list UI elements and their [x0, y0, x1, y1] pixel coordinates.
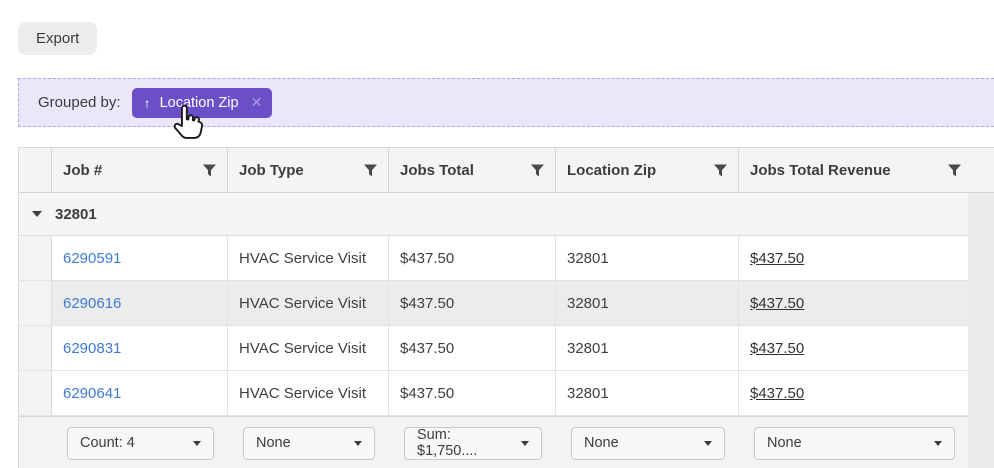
filter-icon[interactable]: [364, 164, 377, 177]
cell-jobs-total-revenue: $437.50: [739, 281, 969, 325]
revenue-link[interactable]: $437.50: [750, 384, 805, 402]
group-chip-label: Location Zip: [159, 94, 239, 111]
grid-header-row: Job # Job Type Jobs Total Location Zip J…: [19, 148, 994, 193]
table-row: 6290591 HVAC Service Visit $437.50 32801…: [19, 236, 969, 281]
vertical-scrollbar-track[interactable]: [968, 193, 994, 468]
row-indent-cell: [19, 326, 52, 370]
aggregate-value: None: [767, 435, 802, 451]
column-header-jobs-total-revenue[interactable]: Jobs Total Revenue: [739, 148, 994, 192]
column-header-job-number[interactable]: Job #: [52, 148, 228, 192]
filter-icon[interactable]: [948, 164, 961, 177]
footer-aggregate-cell: None: [739, 426, 969, 460]
cell-job-type: HVAC Service Visit: [228, 371, 389, 415]
group-by-bar: Grouped by: ↑ Location Zip ✕: [18, 78, 994, 127]
table-row: 6290831 HVAC Service Visit $437.50 32801…: [19, 326, 969, 371]
footer-aggregate-cell: None: [228, 426, 389, 460]
chevron-down-icon: [521, 440, 529, 446]
column-header-label: Job Type: [239, 161, 304, 179]
aggregate-value: Count: 4: [80, 435, 135, 451]
table-row: 6290641 HVAC Service Visit $437.50 32801…: [19, 371, 969, 416]
cell-location-zip: 32801: [556, 326, 739, 370]
cell-location-zip: 32801: [556, 236, 739, 280]
cell-job-type: HVAC Service Visit: [228, 236, 389, 280]
job-number-link[interactable]: 6290641: [63, 384, 122, 402]
cell-location-zip: 32801: [556, 371, 739, 415]
cell-location-zip: 32801: [556, 281, 739, 325]
chevron-down-icon: [193, 440, 201, 446]
chevron-down-icon: [704, 440, 712, 446]
table-row: 6290616 HVAC Service Visit $437.50 32801…: [19, 281, 969, 326]
header-indent-cell: [19, 148, 52, 192]
chevron-down-icon: [354, 440, 362, 446]
aggregate-dropdown-location-zip[interactable]: None: [571, 426, 725, 460]
jobs-data-grid: Job # Job Type Jobs Total Location Zip J…: [18, 147, 994, 468]
column-header-label: Location Zip: [567, 161, 657, 179]
cell-jobs-total: $437.50: [389, 326, 556, 370]
chevron-down-icon: [934, 440, 942, 446]
aggregate-value: Sum: $1,750....: [417, 427, 478, 459]
footer-aggregate-cell: Count: 4: [52, 426, 228, 460]
revenue-link[interactable]: $437.50: [750, 339, 805, 357]
group-chip-location-zip[interactable]: ↑ Location Zip ✕: [131, 87, 273, 118]
aggregate-dropdown-job-number[interactable]: Count: 4: [67, 426, 214, 460]
filter-icon[interactable]: [714, 164, 727, 177]
grid-footer-row: Count: 4 None Sum: $1,750.... None N: [19, 416, 969, 468]
cell-job-type: HVAC Service Visit: [228, 281, 389, 325]
cell-job-type: HVAC Service Visit: [228, 326, 389, 370]
cell-job-number: 6290591: [52, 236, 228, 280]
cell-job-number: 6290616: [52, 281, 228, 325]
column-header-label: Jobs Total: [400, 161, 474, 179]
remove-group-icon[interactable]: ✕: [250, 94, 263, 110]
column-header-location-zip[interactable]: Location Zip: [556, 148, 739, 192]
export-button[interactable]: Export: [18, 22, 98, 55]
filter-icon[interactable]: [531, 164, 544, 177]
aggregate-dropdown-jobs-total[interactable]: Sum: $1,750....: [404, 426, 542, 460]
column-header-jobs-total[interactable]: Jobs Total: [389, 148, 556, 192]
cell-jobs-total: $437.50: [389, 371, 556, 415]
cell-jobs-total-revenue: $437.50: [739, 371, 969, 415]
job-number-link[interactable]: 6290831: [63, 339, 122, 357]
cell-jobs-total-revenue: $437.50: [739, 326, 969, 370]
cell-job-number: 6290831: [52, 326, 228, 370]
revenue-link[interactable]: $437.50: [750, 294, 805, 312]
job-number-link[interactable]: 6290591: [63, 249, 122, 267]
aggregate-dropdown-jobs-total-revenue[interactable]: None: [754, 426, 955, 460]
collapse-group-icon[interactable]: [32, 211, 42, 217]
row-indent-cell: [19, 371, 52, 415]
aggregate-dropdown-job-type[interactable]: None: [243, 426, 375, 460]
cell-job-number: 6290641: [52, 371, 228, 415]
job-number-link[interactable]: 6290616: [63, 294, 122, 312]
revenue-link[interactable]: $437.50: [750, 249, 805, 267]
cell-jobs-total: $437.50: [389, 236, 556, 280]
filter-icon[interactable]: [203, 164, 216, 177]
group-by-label: Grouped by:: [38, 94, 121, 111]
row-indent-cell: [19, 281, 52, 325]
cell-jobs-total: $437.50: [389, 281, 556, 325]
column-header-label: Job #: [63, 161, 103, 179]
column-header-job-type[interactable]: Job Type: [228, 148, 389, 192]
footer-aggregate-cell: None: [556, 426, 739, 460]
footer-aggregate-cell: Sum: $1,750....: [389, 426, 556, 460]
aggregate-value: None: [584, 435, 619, 451]
row-indent-cell: [19, 236, 52, 280]
group-row-32801[interactable]: 32801: [19, 193, 969, 236]
column-header-label: Jobs Total Revenue: [750, 161, 891, 179]
aggregate-value: None: [256, 435, 291, 451]
sort-ascending-icon: ↑: [143, 94, 151, 111]
cell-jobs-total-revenue: $437.50: [739, 236, 969, 280]
group-value: 32801: [55, 205, 97, 223]
